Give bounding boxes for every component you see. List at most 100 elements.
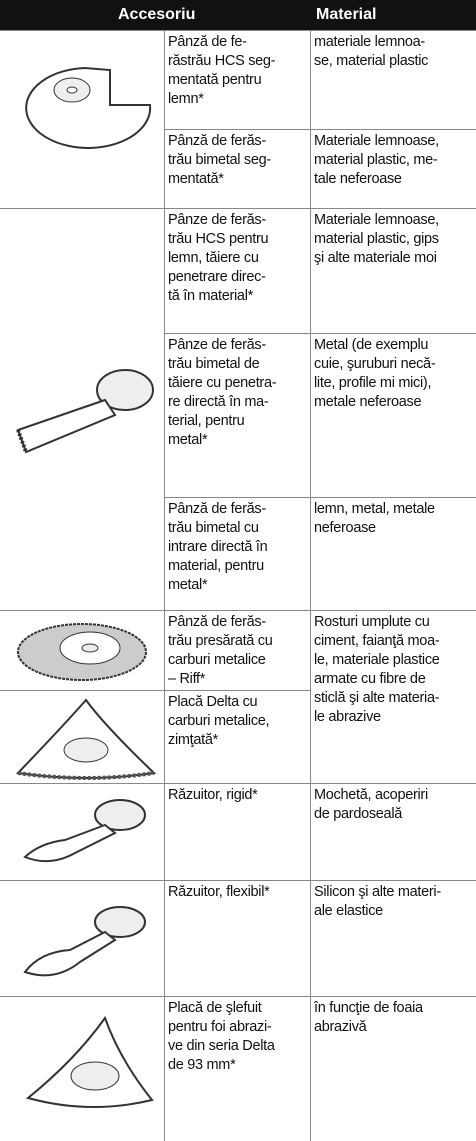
text-line: material, pentru: [168, 558, 264, 574]
riff-blade-icon: [17, 623, 147, 681]
text-line: şi alte materiale moi: [314, 250, 437, 266]
material-text: Materiale lemnoase, material plastic, gip…: [314, 211, 439, 268]
column-divider: [310, 30, 311, 1141]
text-line: le, materiale plastice: [314, 652, 440, 668]
text-line: Răzuitor, flexibil*: [168, 884, 270, 900]
segmented-blade-icon: [25, 66, 152, 149]
text-line: se, material plastic: [314, 53, 429, 69]
text-line: Pânze de ferăs-: [168, 212, 266, 228]
text-line: metal*: [168, 432, 208, 448]
accessory-name: Placă Delta cu carburi metalice, zimţată*: [168, 693, 270, 750]
text-line: material plastic, gips: [314, 231, 439, 247]
text-line: în funcţie de foaia: [314, 1000, 423, 1016]
text-line: intrare directă în: [168, 539, 268, 555]
text-line: lemn*: [168, 91, 204, 107]
text-line: lemn, tăiere cu: [168, 250, 259, 266]
row-divider: [164, 497, 476, 498]
accessory-name: Placă de şlefuit pentru foi abrazi-ve din…: [168, 999, 275, 1075]
text-line: cuie, şuruburi necă-: [314, 356, 436, 372]
accessory-name: Răzuitor, flexibil*: [168, 883, 270, 902]
text-line: carburi metalice: [168, 652, 266, 668]
text-line: trău bimetal seg-: [168, 152, 271, 168]
text-line: penetrare direc-: [168, 269, 266, 285]
row-divider: [0, 30, 476, 31]
text-line: material plastic, me-: [314, 152, 438, 168]
accessory-name: Pânză de ferăs-trău presărată cu carburi …: [168, 613, 273, 689]
header-material: Material: [316, 6, 377, 23]
row-divider: [0, 208, 476, 209]
text-line: trău bimetal de: [168, 356, 260, 372]
flexible-scraper-icon: [23, 906, 146, 977]
text-line: Materiale lemnoase,: [314, 133, 439, 149]
accessory-name: Pânză de ferăs-trău bimetal seg-mentată*: [168, 132, 271, 189]
material-text: Rosturi umplute cu ciment, faianţă moa-le…: [314, 613, 440, 727]
text-line: mentată pentru: [168, 72, 262, 88]
text-line: carburi metalice,: [168, 713, 270, 729]
text-line: tăiere cu penetra-: [168, 375, 277, 391]
rigid-scraper-icon: [23, 799, 146, 863]
material-text: Materiale lemnoase, material plastic, me-…: [314, 132, 439, 189]
text-line: răstrău HCS seg-: [168, 53, 276, 69]
material-text: lemn, metal, metale neferoase: [314, 500, 435, 538]
row-divider: [0, 783, 476, 784]
text-line: Pânză de fe-: [168, 34, 247, 50]
text-line: Placă Delta cu: [168, 694, 258, 710]
text-line: tă în material*: [168, 288, 253, 304]
text-line: Răzuitor, rigid*: [168, 787, 258, 803]
text-line: Placă de şlefuit: [168, 1000, 262, 1016]
text-line: metale neferoase: [314, 394, 422, 410]
text-line: Pânză de ferăs-: [168, 133, 266, 149]
text-line: ve din seria Delta: [168, 1038, 275, 1054]
row-divider: [0, 996, 476, 997]
row-divider: [0, 610, 476, 611]
text-line: tale neferoase: [314, 171, 402, 187]
text-line: Materiale lemnoase,: [314, 212, 439, 228]
text-line: de pardoseală: [314, 806, 403, 822]
material-text: Mochetă, acoperiri de pardoseală: [314, 786, 428, 824]
text-line: re directă în ma-: [168, 394, 269, 410]
text-line: lemn, metal, metale: [314, 501, 435, 517]
accessory-name: Pânze de ferăs-trău HCS pentru lemn, tăie…: [168, 211, 269, 306]
text-line: trău HCS pentru: [168, 231, 269, 247]
plunge-blade-icon: [16, 369, 154, 454]
delta-plate-icon: [15, 698, 157, 780]
text-line: Metal (de exemplu: [314, 337, 429, 353]
row-divider: [0, 690, 310, 691]
text-line: lite, profile mi mici),: [314, 375, 432, 391]
text-line: Mochetă, acoperiri: [314, 787, 428, 803]
text-line: Pânze de ferăs-: [168, 337, 266, 353]
text-line: Silicon şi alte materi-: [314, 884, 441, 900]
text-line: sticlă şi alte materia-: [314, 690, 440, 706]
text-line: – Riff*: [168, 671, 206, 687]
row-divider: [164, 333, 476, 334]
text-line: zimţată*: [168, 732, 218, 748]
text-line: Rosturi umplute cu: [314, 614, 430, 630]
row-divider: [164, 129, 476, 130]
column-divider: [164, 30, 165, 1141]
material-text: materiale lemnoa-se, material plastic: [314, 33, 428, 71]
text-line: ciment, faianţă moa-: [314, 633, 440, 649]
accessory-name: Pânze de ferăs-trău bimetal de tăiere cu …: [168, 336, 277, 450]
text-line: Pânză de ferăs-: [168, 501, 266, 517]
header-accessory: Accesoriu: [118, 6, 196, 23]
text-line: trău bimetal cu: [168, 520, 259, 536]
accessory-name: Răzuitor, rigid*: [168, 786, 258, 805]
sanding-plate-icon: [25, 1015, 154, 1108]
text-line: ale elastice: [314, 903, 383, 919]
row-divider: [0, 880, 476, 881]
material-text: Metal (de exemplu cuie, şuruburi necă-lit…: [314, 336, 436, 412]
text-line: pentru foi abrazi-: [168, 1019, 272, 1035]
text-line: de 93 mm*: [168, 1057, 236, 1073]
text-line: armate cu fibre de: [314, 671, 426, 687]
text-line: metal*: [168, 577, 208, 593]
material-text: în funcţie de foaia abrazivă: [314, 999, 423, 1037]
table-header: Accesoriu Material: [0, 0, 476, 30]
text-line: materiale lemnoa-: [314, 34, 425, 50]
text-line: abrazivă: [314, 1019, 367, 1035]
material-text: Silicon şi alte materi-ale elastice: [314, 883, 441, 921]
accessory-name: Pânză de ferăs-trău bimetal cu intrare di…: [168, 500, 268, 595]
text-line: mentată*: [168, 171, 224, 187]
text-line: neferoase: [314, 520, 376, 536]
text-line: Pânză de ferăs-: [168, 614, 266, 630]
